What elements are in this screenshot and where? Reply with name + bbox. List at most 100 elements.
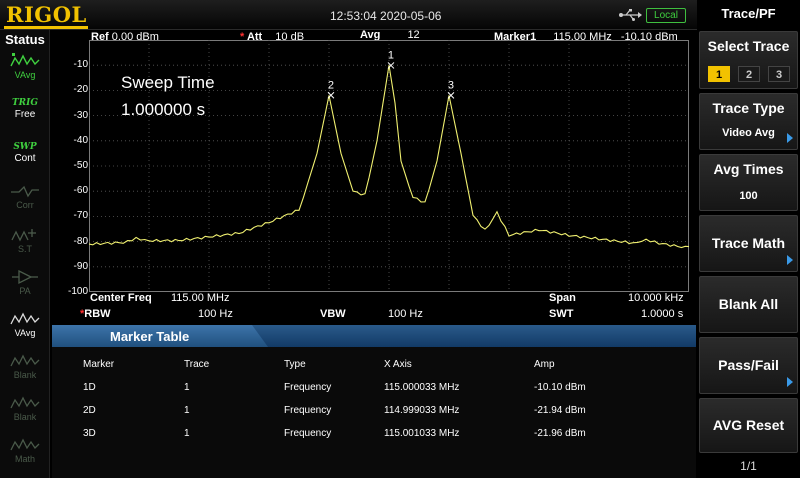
column-header: Trace bbox=[184, 359, 210, 370]
status-source-tracking[interactable]: S.T bbox=[5, 226, 45, 264]
local-status-badge: Local bbox=[646, 8, 686, 23]
status-item-label: VAvg bbox=[14, 70, 36, 80]
correction-icon bbox=[11, 185, 39, 198]
marker-table bbox=[52, 347, 696, 478]
submenu-arrow-icon bbox=[787, 377, 793, 387]
avg-times-softkey[interactable]: Avg Times 100 bbox=[699, 154, 798, 211]
submenu-arrow-icon bbox=[787, 133, 793, 143]
spectrum-plot[interactable]: 1 2 3 bbox=[89, 40, 689, 292]
center-freq-label[interactable]: Center Freq bbox=[90, 292, 152, 304]
cell-trace: 1 bbox=[184, 405, 190, 416]
status-item-label: Blank bbox=[13, 412, 37, 422]
softkey-label: Avg Times bbox=[713, 161, 784, 177]
status-item-label: Corr bbox=[16, 200, 34, 210]
cell-x-axis: 114.999033 MHz bbox=[384, 405, 460, 416]
softkey-label: Trace Math bbox=[711, 235, 786, 251]
cell-x-axis: 115.001033 MHz bbox=[384, 428, 460, 439]
trace-avg-icon bbox=[10, 312, 40, 325]
rbw-label: RBW bbox=[84, 308, 111, 320]
select-trace-softkey[interactable]: Select Trace 1 2 3 bbox=[699, 31, 798, 89]
marker-label: 2 bbox=[328, 79, 334, 91]
center-freq-value[interactable]: 115.00 MHz bbox=[171, 292, 230, 304]
status-item-label: Cont bbox=[14, 153, 36, 164]
softkey-panel: Trace/PF Select Trace 1 2 3 Trace Type V… bbox=[697, 0, 800, 478]
y-tick-label: -20 bbox=[73, 84, 88, 96]
cell-trace: 1 bbox=[184, 428, 190, 439]
status-item-top: SWP bbox=[13, 142, 37, 152]
span-label[interactable]: Span bbox=[549, 292, 576, 304]
y-tick-label: -70 bbox=[73, 210, 88, 222]
avg-value: 12 bbox=[407, 29, 420, 41]
average-count: Avg 12 bbox=[360, 29, 420, 41]
trace-option-1[interactable]: 1 bbox=[708, 66, 730, 82]
status-item-label: VAvg bbox=[14, 328, 36, 338]
status-math[interactable]: Math bbox=[5, 436, 45, 474]
cell-type: Frequency bbox=[284, 382, 332, 393]
column-header: Amp bbox=[534, 359, 555, 370]
marker-point bbox=[387, 62, 395, 69]
column-header: Type bbox=[284, 359, 306, 370]
blank-all-softkey[interactable]: Blank All bbox=[699, 276, 798, 333]
sweep-time-value: 1.000000 s bbox=[121, 100, 206, 119]
span-value[interactable]: 10.000 kHz bbox=[628, 292, 684, 304]
status-blank-2[interactable]: Blank bbox=[5, 394, 45, 432]
trace-math-softkey[interactable]: Trace Math bbox=[699, 215, 798, 272]
swt-label[interactable]: SWT bbox=[549, 308, 574, 320]
status-item-label: S.T bbox=[17, 244, 32, 254]
softkey-label: Pass/Fail bbox=[718, 357, 779, 373]
usb-icon bbox=[619, 9, 642, 21]
trace-option-2[interactable]: 2 bbox=[738, 66, 760, 82]
marker-point bbox=[447, 91, 455, 99]
vbw-label[interactable]: VBW bbox=[320, 308, 346, 320]
y-tick-label: -30 bbox=[73, 109, 88, 121]
status-video-avg[interactable]: VAvg bbox=[5, 310, 45, 348]
cell-amp: -21.96 dBm bbox=[534, 428, 586, 439]
avg-reset-softkey[interactable]: AVG Reset bbox=[699, 398, 798, 453]
vbw-value[interactable]: 100 Hz bbox=[388, 308, 423, 320]
cell-trace: 1 bbox=[184, 382, 190, 393]
preamp-icon bbox=[12, 269, 38, 285]
marker-point bbox=[327, 91, 335, 99]
submenu-arrow-icon bbox=[787, 255, 793, 265]
status-trace-avg[interactable]: VAvg bbox=[5, 52, 45, 90]
trace-type-softkey[interactable]: Trace Type Video Avg bbox=[699, 93, 798, 150]
status-trigger[interactable]: TRIG Free bbox=[5, 98, 45, 136]
trace-option-3[interactable]: 3 bbox=[768, 66, 790, 82]
marker-table-tab[interactable] bbox=[52, 325, 268, 347]
cell-marker: 1D bbox=[83, 382, 96, 393]
status-item-label: PA bbox=[19, 286, 31, 296]
cell-x-axis: 115.000033 MHz bbox=[384, 382, 460, 393]
trace-math-icon bbox=[10, 438, 40, 451]
marker-table-title: Marker Table bbox=[110, 329, 190, 344]
trace-avg-icon bbox=[10, 53, 40, 67]
blank-trace-icon bbox=[10, 396, 40, 409]
rbw-setting[interactable]: *RBW bbox=[80, 308, 111, 320]
y-tick-label: -60 bbox=[73, 185, 88, 197]
softkey-value: Video Avg bbox=[722, 127, 775, 139]
status-preamp[interactable]: PA bbox=[5, 268, 45, 306]
swt-value[interactable]: 1.0000 s bbox=[641, 308, 684, 320]
softkey-value: 100 bbox=[739, 190, 758, 202]
status-sweep[interactable]: SWP Cont bbox=[5, 142, 45, 180]
y-tick-label: -80 bbox=[73, 235, 88, 247]
spectrum-trace bbox=[89, 65, 689, 249]
marker-label: 1 bbox=[388, 49, 394, 61]
trace-selector[interactable]: 1 2 3 bbox=[708, 66, 790, 82]
cell-type: Frequency bbox=[284, 405, 332, 416]
softkey-label: Blank All bbox=[718, 296, 779, 312]
menu-title: Trace/PF bbox=[721, 6, 776, 21]
brand-underline bbox=[4, 26, 88, 29]
status-correction[interactable]: Corr bbox=[5, 182, 45, 220]
rbw-value[interactable]: 100 Hz bbox=[198, 308, 233, 320]
y-tick-label: -10 bbox=[73, 59, 88, 71]
brand-logo: RIGOL bbox=[6, 2, 87, 27]
page-indicator: 1/1 bbox=[740, 459, 757, 473]
cell-marker: 2D bbox=[83, 405, 96, 416]
softkey-label: AVG Reset bbox=[712, 417, 785, 433]
cell-amp: -10.10 dBm bbox=[534, 382, 586, 393]
status-blank-1[interactable]: Blank bbox=[5, 352, 45, 390]
column-header: X Axis bbox=[384, 359, 412, 370]
sweep-time-label: Sweep Time bbox=[121, 73, 215, 92]
blank-trace-icon bbox=[10, 354, 40, 367]
pass-fail-softkey[interactable]: Pass/Fail bbox=[699, 337, 798, 394]
